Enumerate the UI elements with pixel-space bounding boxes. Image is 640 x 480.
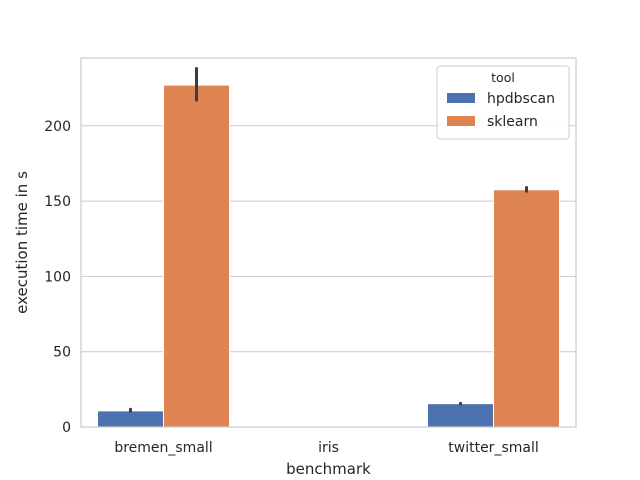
legend-label-sklearn: sklearn	[487, 114, 538, 130]
axes-frame	[80, 57, 577, 428]
y-ticks: 0 50 100 150 200	[44, 119, 71, 436]
y-tick-label: 150	[44, 194, 71, 210]
bar-hpdbscan-twitter_small	[427, 403, 494, 428]
legend-title: tool	[491, 70, 515, 85]
x-ticks: bremen_small iris twitter_small	[114, 440, 538, 456]
y-tick-label: 100	[44, 269, 71, 285]
y-axis-label: execution time in s	[13, 171, 31, 314]
plot-frame	[80, 57, 577, 428]
y-tick-label: 200	[44, 119, 71, 135]
error-bars	[129, 67, 528, 413]
y-tick-label: 50	[53, 345, 71, 361]
x-axis-label: benchmark	[286, 460, 371, 478]
bar-sklearn-twitter_small	[493, 189, 560, 428]
y-tick-label: 0	[62, 420, 71, 436]
legend-swatch-hpdbscan	[447, 93, 475, 103]
legend-label-hpdbscan: hpdbscan	[487, 91, 555, 107]
x-tick-label: twitter_small	[448, 440, 538, 456]
legend-swatch-sklearn	[447, 116, 475, 126]
bar-sklearn-bremen_small	[163, 84, 230, 428]
legend: tool hpdbscan sklearn	[436, 65, 570, 140]
x-tick-label: iris	[318, 440, 339, 456]
x-tick-label: bremen_small	[114, 440, 212, 456]
bar-hpdbscan-bremen_small	[97, 410, 164, 428]
